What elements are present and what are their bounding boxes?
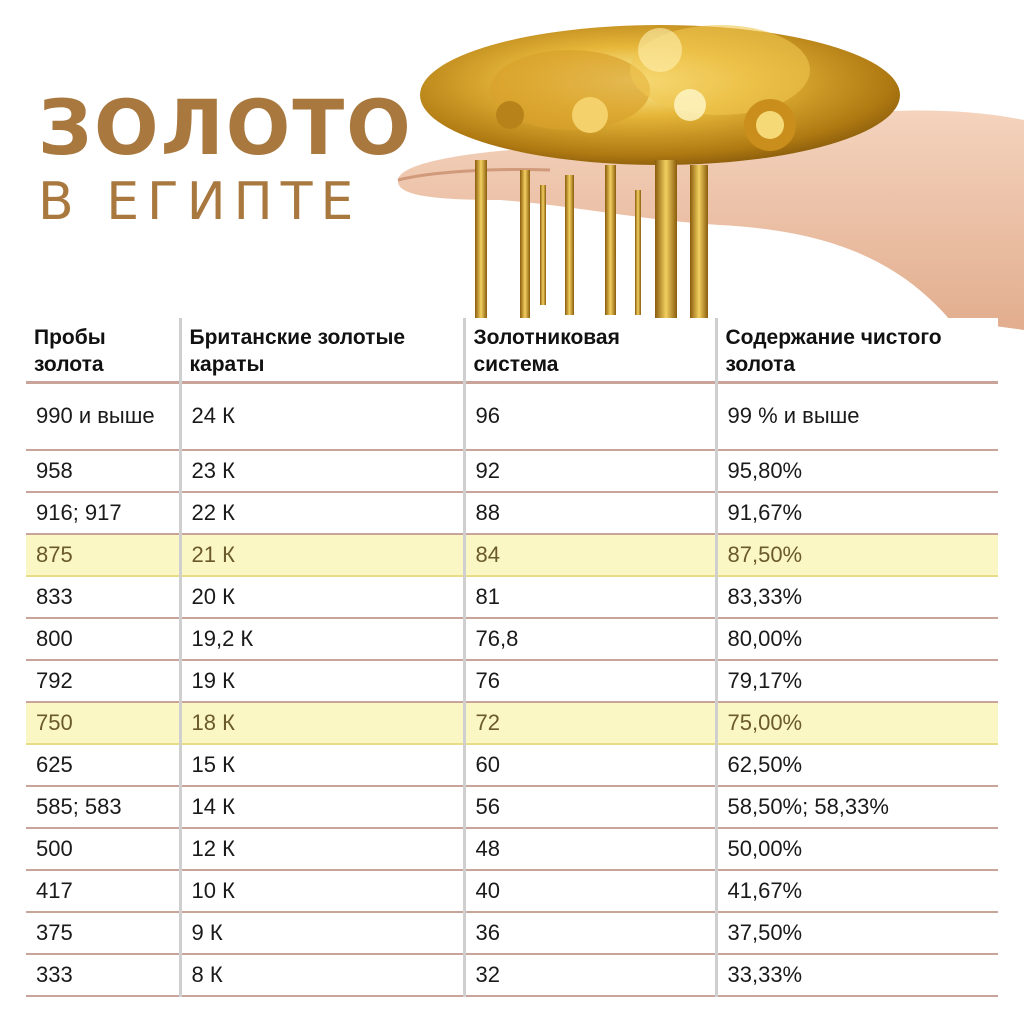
content-cell: 80,00% [714,618,998,660]
purity-cell: 625 [26,744,180,786]
zolotnik-cell: 72 [462,702,716,744]
zolotnik-cell: 48 [462,828,716,870]
table-row: 990 и выше 24 К 96 99 % и выше [26,382,998,450]
carat-cell: 24 К [178,382,464,450]
purity-cell: 958 [26,450,180,492]
zolotnik-cell: 40 [462,870,716,912]
carat-cell: 8 К [178,954,464,996]
carat-cell: 19 К [178,660,464,702]
table-row: 585; 583 14 К 56 58,50%; 58,33% [26,786,998,828]
purity-cell: 916; 917 [26,492,180,534]
purity-cell: 585; 583 [26,786,180,828]
content-cell: 50,00% [714,828,998,870]
zolotnik-cell: 92 [462,450,716,492]
header-purity: Пробы золота [26,318,180,382]
carat-cell: 20 К [178,576,464,618]
gold-purity-table: Пробы золота Британские золотые караты З… [26,318,998,997]
zolotnik-cell: 56 [462,786,716,828]
carat-cell: 9 К [178,912,464,954]
zolotnik-cell: 76,8 [462,618,716,660]
zolotnik-cell: 32 [462,954,716,996]
purity-cell: 800 [26,618,180,660]
table-row: 375 9 К 36 37,50% [26,912,998,954]
content-cell: 33,33% [714,954,998,996]
header-british-carats: Британские золотые караты [178,318,464,382]
table-row: 800 19,2 К 76,8 80,00% [26,618,998,660]
table-row: 958 23 К 92 95,80% [26,450,998,492]
purity-cell: 417 [26,870,180,912]
carat-cell: 19,2 К [178,618,464,660]
zolotnik-cell: 96 [462,382,716,450]
content-cell: 83,33% [714,576,998,618]
purity-cell: 833 [26,576,180,618]
content-cell: 62,50% [714,744,998,786]
table-row: 417 10 К 40 41,67% [26,870,998,912]
zolotnik-cell: 36 [462,912,716,954]
table-row: 792 19 К 76 79,17% [26,660,998,702]
header-pure-gold-content: Содержание чистого золота [714,318,998,382]
content-cell: 99 % и выше [714,382,998,450]
purity-cell: 875 [26,534,180,576]
table-row: 625 15 К 60 62,50% [26,744,998,786]
zolotnik-cell: 60 [462,744,716,786]
purity-cell: 500 [26,828,180,870]
content-cell: 79,17% [714,660,998,702]
table-row: 833 20 К 81 83,33% [26,576,998,618]
table-row: 916; 917 22 К 88 91,67% [26,492,998,534]
purity-cell: 750 [26,702,180,744]
title-subtitle: В ЕГИПТЕ [38,172,362,232]
purity-cell: 375 [26,912,180,954]
zolotnik-cell: 76 [462,660,716,702]
zolotnik-cell: 88 [462,492,716,534]
header-zolotnik-system: Золотниковая система [462,318,716,382]
carat-cell: 15 К [178,744,464,786]
content-cell: 87,50% [714,534,998,576]
content-cell: 91,67% [714,492,998,534]
purity-cell: 990 и выше [26,382,180,450]
content-cell: 95,80% [714,450,998,492]
content-cell: 58,50%; 58,33% [714,786,998,828]
zolotnik-cell: 84 [462,534,716,576]
purity-cell: 792 [26,660,180,702]
table-row: 875 21 К 84 87,50% [26,534,998,576]
title-main: ЗОЛОТО [38,83,413,172]
table-row: 750 18 К 72 75,00% [26,702,998,744]
content-cell: 75,00% [714,702,998,744]
carat-cell: 22 К [178,492,464,534]
zolotnik-cell: 81 [462,576,716,618]
table-row: 500 12 К 48 50,00% [26,828,998,870]
carat-cell: 21 К [178,534,464,576]
purity-cell: 333 [26,954,180,996]
carat-cell: 18 К [178,702,464,744]
carat-cell: 10 К [178,870,464,912]
content-cell: 41,67% [714,870,998,912]
table-row: 333 8 К 32 33,33% [26,954,998,996]
carat-cell: 23 К [178,450,464,492]
content-cell: 37,50% [714,912,998,954]
carat-cell: 14 К [178,786,464,828]
carat-cell: 12 К [178,828,464,870]
gold-hand-image [397,25,1024,330]
page-title: ЗОЛОТО В ЕГИПТЕ [38,83,413,233]
table-header-row: Пробы золота Британские золотые караты З… [26,318,998,382]
